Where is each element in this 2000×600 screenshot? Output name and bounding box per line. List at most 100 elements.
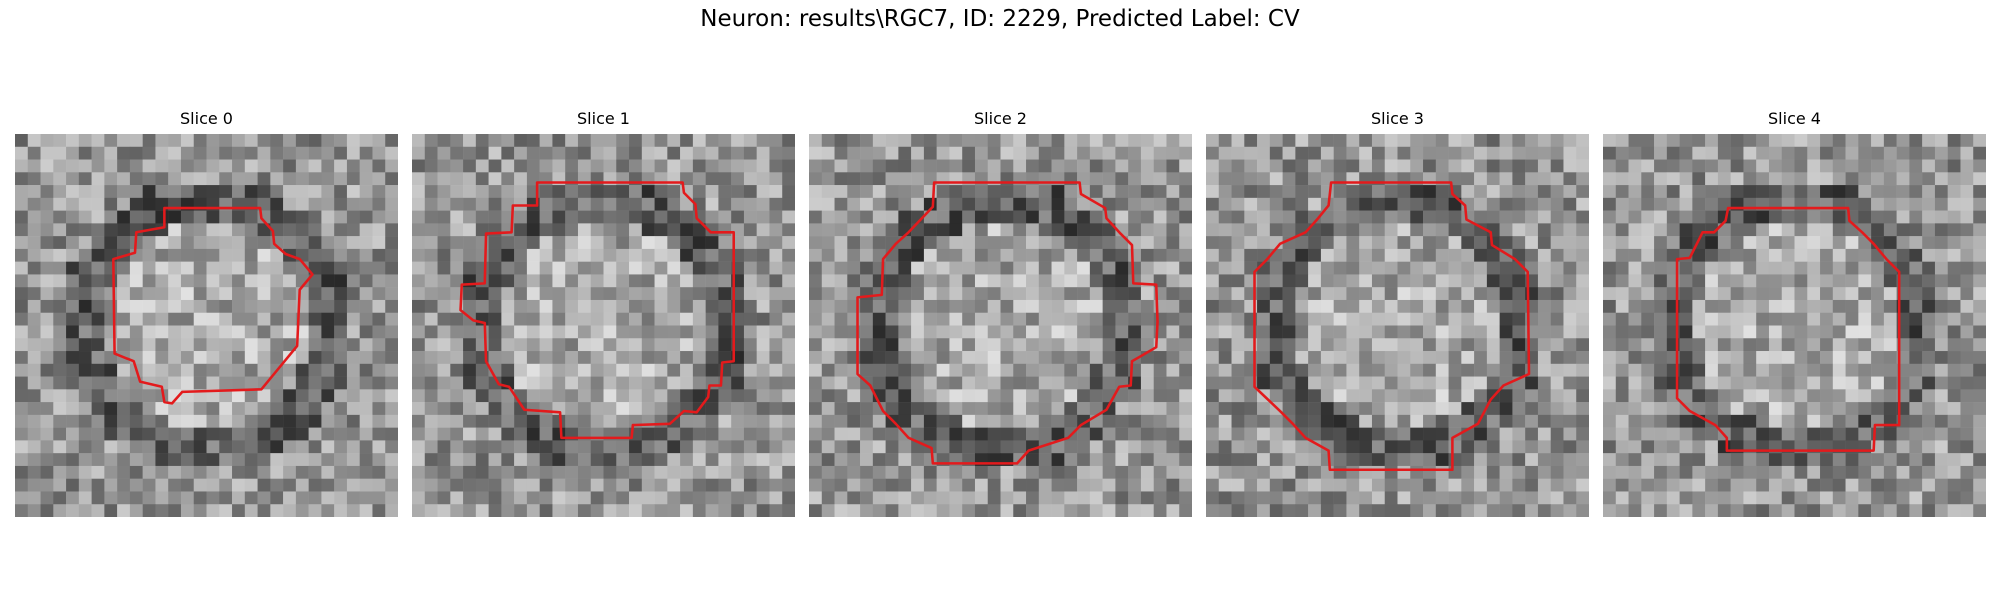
image-pixel <box>705 172 719 186</box>
image-pixel <box>936 185 950 199</box>
image-pixel <box>232 414 246 428</box>
image-pixel <box>1858 453 1872 467</box>
image-pixel <box>1768 491 1782 505</box>
image-pixel <box>1115 172 1129 186</box>
image-pixel <box>654 223 668 237</box>
image-pixel <box>463 478 477 492</box>
image-pixel <box>552 363 566 377</box>
image-pixel <box>206 274 220 288</box>
image-pixel <box>180 274 194 288</box>
image-pixel <box>809 261 823 275</box>
image-pixel <box>949 185 963 199</box>
image-pixel <box>1128 134 1142 148</box>
image-pixel <box>1537 197 1551 211</box>
image-pixel <box>1832 236 1846 250</box>
image-pixel <box>616 363 630 377</box>
image-pixel <box>1934 351 1948 365</box>
image-pixel <box>40 478 54 492</box>
image-pixel <box>782 363 795 377</box>
image-pixel <box>526 402 540 416</box>
image-pixel <box>1461 491 1475 505</box>
image-pixel <box>949 389 963 403</box>
image-pixel <box>769 312 783 326</box>
image-pixel <box>1128 414 1142 428</box>
image-pixel <box>705 414 719 428</box>
image-pixel <box>641 478 655 492</box>
image-pixel <box>15 287 29 301</box>
image-pixel <box>1537 172 1551 186</box>
image-pixel <box>53 261 67 275</box>
image-pixel <box>1218 465 1232 479</box>
image-pixel <box>1064 453 1078 467</box>
image-pixel <box>40 351 54 365</box>
image-pixel <box>911 491 925 505</box>
image-pixel <box>1871 223 1885 237</box>
image-pixel <box>1461 389 1475 403</box>
image-pixel <box>104 504 118 517</box>
image-pixel <box>514 210 528 224</box>
image-pixel <box>949 414 963 428</box>
image-pixel <box>1461 146 1475 160</box>
image-pixel <box>359 248 373 262</box>
image-pixel <box>1550 478 1564 492</box>
image-pixel <box>526 389 540 403</box>
image-pixel <box>1512 414 1526 428</box>
image-pixel <box>1128 299 1142 313</box>
image-pixel <box>1371 389 1385 403</box>
image-pixel <box>1550 363 1564 377</box>
image-pixel <box>372 465 386 479</box>
image-pixel <box>475 248 489 262</box>
image-pixel <box>1435 210 1449 224</box>
image-pixel <box>424 453 438 467</box>
image-pixel <box>385 351 398 365</box>
image-pixel <box>885 274 899 288</box>
image-pixel <box>1909 376 1923 390</box>
image-pixel <box>1244 465 1258 479</box>
image-pixel <box>782 504 795 517</box>
image-pixel <box>1269 287 1283 301</box>
image-pixel <box>1410 414 1424 428</box>
image-pixel <box>962 312 976 326</box>
image-pixel <box>1717 363 1731 377</box>
image-pixel <box>1013 197 1027 211</box>
image-pixel <box>936 414 950 428</box>
image-pixel <box>78 210 92 224</box>
image-pixel <box>359 185 373 199</box>
image-pixel <box>1666 453 1680 467</box>
image-pixel <box>1858 402 1872 416</box>
image-pixel <box>629 351 643 365</box>
image-pixel <box>705 287 719 301</box>
image-pixel <box>53 453 67 467</box>
image-pixel <box>1525 159 1539 173</box>
image-pixel <box>1717 261 1731 275</box>
image-pixel <box>129 402 143 416</box>
image-pixel <box>283 338 297 352</box>
image-pixel <box>974 427 988 441</box>
image-pixel <box>1077 274 1091 288</box>
image-pixel <box>1346 338 1360 352</box>
image-pixel <box>1410 440 1424 454</box>
image-pixel <box>1781 389 1795 403</box>
image-pixel <box>1641 274 1655 288</box>
image-pixel <box>232 134 246 148</box>
image-pixel <box>539 376 553 390</box>
image-pixel <box>847 236 861 250</box>
image-pixel <box>270 287 284 301</box>
image-pixel <box>847 197 861 211</box>
image-pixel <box>129 453 143 467</box>
image-pixel <box>1371 504 1385 517</box>
image-pixel <box>1474 389 1488 403</box>
image-pixel <box>872 274 886 288</box>
image-pixel <box>834 465 848 479</box>
image-pixel <box>1423 504 1437 517</box>
image-pixel <box>1871 299 1885 313</box>
image-pixel <box>1628 287 1642 301</box>
image-pixel <box>1820 363 1834 377</box>
image-pixel <box>667 338 681 352</box>
image-pixel <box>1947 453 1961 467</box>
image-pixel <box>769 134 783 148</box>
image-pixel <box>1359 504 1373 517</box>
image-pixel <box>1909 414 1923 428</box>
image-pixel <box>1077 223 1091 237</box>
image-pixel <box>1448 159 1462 173</box>
